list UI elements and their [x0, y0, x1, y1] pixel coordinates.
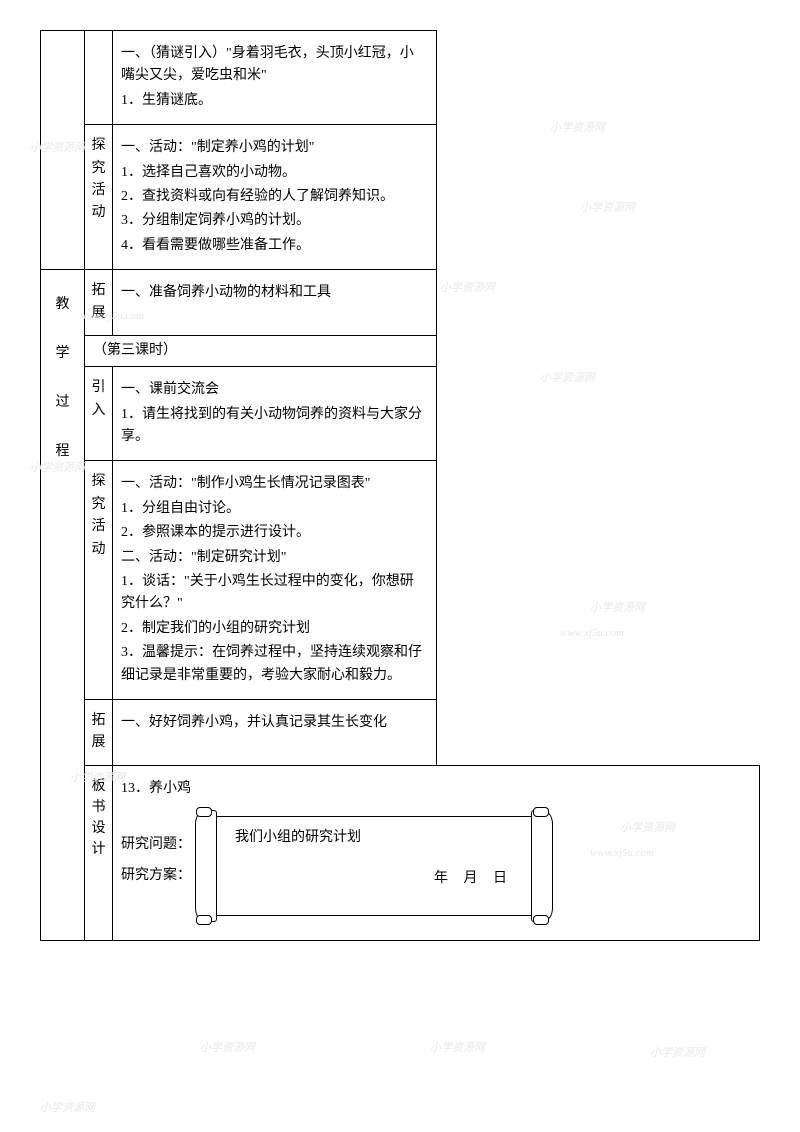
table-row: 探 究 活 动 一、活动："制定养小鸡的计划" 1．选择自己喜欢的小动物。 2．… [41, 125, 760, 270]
text-line: 2．制定我们的小组的研究计划 [121, 618, 428, 640]
text-line: 一、准备饲养小动物的材料和工具 [121, 282, 428, 304]
table-row: 一、（猜谜引入）"身着羽毛衣，头顶小红冠，小嘴尖又尖，爱吃虫和米" 1．生猜谜底… [41, 31, 760, 125]
table-row: 拓 展 一、好好饲养小鸡，并认真记录其生长变化 [41, 699, 760, 765]
text-line: 3．温馨提示：在饲养过程中，坚持连续观察和仔细记录是非常重要的，考验大家耐心和毅… [121, 642, 428, 687]
research-question-label: 研究问题： [121, 830, 191, 861]
scroll-knob [533, 915, 549, 925]
text-line: 2．参照课本的提示进行设计。 [121, 522, 428, 544]
watermark: 小学资源网 [40, 1100, 95, 1118]
main-section-label: 教 学 过 程 [41, 270, 85, 941]
section-label-intro: 引 入 [85, 367, 113, 461]
content-cell: 一、课前交流会 1．请生将找到的有关小动物饲养的资料与大家分享。 [113, 367, 437, 461]
scroll-knob [196, 807, 212, 817]
text-line: 一、（猜谜引入）"身着羽毛衣，头顶小红冠，小嘴尖又尖，爱吃虫和米" [121, 43, 428, 88]
table-row: 引 入 一、课前交流会 1．请生将找到的有关小动物饲养的资料与大家分享。 [41, 367, 760, 461]
section-label-explore: 探 究 活 动 [85, 461, 113, 700]
text-line: 二、活动："制定研究计划" [121, 547, 428, 569]
research-plan-label: 研究方案： [121, 861, 191, 892]
content-cell: 一、活动："制作小鸡生长情况记录图表" 1．分组自由讨论。 2．参照课本的提示进… [113, 461, 437, 700]
text-line: 1．谈话："关于小鸡生长过程中的变化，你想研究什么？" [121, 571, 428, 616]
scroll-diagram: 研究问题： 研究方案： 我们小组的研究计划 年 月 日 [181, 810, 751, 920]
text-line: 一、课前交流会 [121, 379, 428, 401]
text-line: 2．查找资料或向有经验的人了解饲养知识。 [121, 186, 428, 208]
scroll-knob [533, 807, 549, 817]
lesson-plan-table: 一、（猜谜引入）"身着羽毛衣，头顶小红冠，小嘴尖又尖，爱吃虫和米" 1．生猜谜底… [40, 30, 760, 941]
section-label-explore: 探 究 活 动 [85, 125, 113, 270]
text-line: 1．请生将找到的有关小动物饲养的资料与大家分享。 [121, 404, 428, 449]
text-line: 一、活动："制作小鸡生长情况记录图表" [121, 473, 428, 495]
watermark: 小学资源网 [650, 1045, 705, 1063]
text-line: 一、好好饲养小鸡，并认真记录其生长变化 [121, 712, 428, 734]
content-cell: 一、好好饲养小鸡，并认真记录其生长变化 [113, 699, 437, 765]
table-row: （第三课时） [41, 335, 760, 366]
text-line: 4．看看需要做哪些准备工作。 [121, 235, 428, 257]
scroll-left-roll [195, 810, 217, 922]
text-line: 1．选择自己喜欢的小动物。 [121, 162, 428, 184]
scroll-knob [196, 915, 212, 925]
text-line: 1．分组自由讨论。 [121, 498, 428, 520]
table-row: 板书 设计 13．养小鸡 研究问题： 研究方案： 我们小组的研究计划 年 月 日 [41, 765, 760, 940]
board-title: 13．养小鸡 [121, 778, 751, 800]
date-line: 年 月 日 [235, 868, 523, 890]
scroll-right-roll [531, 810, 553, 922]
text-line: 1．生猜谜底。 [121, 90, 428, 112]
subtitle-cell: （第三课时） [85, 335, 437, 366]
content-cell: 一、准备饲养小动物的材料和工具 [113, 270, 437, 336]
table-row: 探 究 活 动 一、活动："制作小鸡生长情况记录图表" 1．分组自由讨论。 2．… [41, 461, 760, 700]
section-label-extend: 拓 展 [85, 699, 113, 765]
watermark: 小学资源网 [200, 1040, 255, 1058]
watermark: 小学资源网 [430, 1040, 485, 1058]
board-design-content: 13．养小鸡 研究问题： 研究方案： 我们小组的研究计划 年 月 日 [113, 765, 760, 940]
board-design-label: 板书 设计 [85, 765, 113, 940]
table-row: 教 学 过 程 拓 展 一、准备饲养小动物的材料和工具 [41, 270, 760, 336]
content-cell: 一、（猜谜引入）"身着羽毛衣，头顶小红冠，小嘴尖又尖，爱吃虫和米" 1．生猜谜底… [113, 31, 437, 125]
section-label-extend: 拓 展 [85, 270, 113, 336]
content-cell: 一、活动："制定养小鸡的计划" 1．选择自己喜欢的小动物。 2．查找资料或向有经… [113, 125, 437, 270]
text-line: 一、活动："制定养小鸡的计划" [121, 137, 428, 159]
text-line: 3．分组制定饲养小鸡的计划。 [121, 210, 428, 232]
scroll-title: 我们小组的研究计划 [235, 827, 523, 849]
